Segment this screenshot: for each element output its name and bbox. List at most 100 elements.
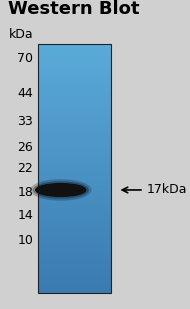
Bar — [38, 61, 111, 63]
Bar — [38, 135, 111, 136]
Bar — [38, 285, 111, 286]
Bar — [38, 270, 111, 271]
Bar — [38, 68, 111, 69]
Text: 10: 10 — [17, 235, 33, 248]
Bar — [38, 209, 111, 210]
Bar — [38, 90, 111, 91]
Bar — [38, 81, 111, 83]
Bar — [38, 230, 111, 231]
Bar — [38, 116, 111, 118]
Bar — [38, 193, 111, 194]
Bar — [38, 269, 111, 270]
Bar — [38, 124, 111, 125]
Bar — [38, 57, 111, 58]
Bar — [38, 276, 111, 277]
Bar — [38, 237, 111, 239]
Bar — [38, 136, 111, 138]
Bar — [38, 292, 111, 294]
Bar — [38, 290, 111, 291]
Bar — [38, 217, 111, 218]
Bar — [38, 235, 111, 236]
Bar — [38, 185, 111, 186]
Bar — [38, 69, 111, 70]
Bar — [38, 159, 111, 160]
Bar — [38, 210, 111, 211]
Bar — [38, 155, 111, 156]
Bar — [38, 240, 111, 241]
Bar — [38, 75, 111, 76]
Text: kDa: kDa — [8, 28, 33, 41]
Ellipse shape — [31, 180, 91, 200]
Bar — [38, 216, 111, 217]
Bar — [38, 151, 111, 153]
Bar — [38, 218, 111, 220]
Bar — [38, 121, 111, 123]
Bar — [38, 50, 111, 52]
Text: 14: 14 — [17, 209, 33, 222]
Bar — [38, 202, 111, 204]
Bar — [38, 205, 111, 206]
Bar — [38, 286, 111, 287]
Bar — [38, 52, 111, 53]
Bar — [38, 119, 111, 120]
Bar — [38, 246, 111, 247]
Bar — [38, 130, 111, 131]
Bar — [38, 46, 111, 48]
Bar — [38, 206, 111, 207]
Bar — [38, 177, 111, 179]
Bar — [38, 91, 111, 93]
Bar — [38, 48, 111, 49]
Bar — [38, 80, 111, 81]
Bar — [38, 252, 111, 253]
Bar — [38, 128, 111, 129]
Bar — [38, 229, 111, 230]
Bar — [38, 154, 111, 155]
Bar — [38, 144, 111, 145]
Bar — [38, 131, 111, 133]
Bar — [38, 145, 111, 146]
Bar — [38, 260, 111, 261]
Bar — [38, 120, 111, 121]
Bar — [38, 99, 111, 100]
Bar — [38, 175, 111, 176]
Bar — [38, 125, 111, 126]
Bar — [38, 250, 111, 251]
Bar — [38, 109, 111, 110]
Bar — [38, 129, 111, 130]
Bar — [38, 58, 111, 59]
Bar — [38, 255, 111, 256]
Bar — [38, 242, 111, 243]
Bar — [38, 194, 111, 195]
Bar — [38, 236, 111, 237]
Bar — [38, 199, 111, 200]
Bar — [38, 186, 111, 188]
Bar — [38, 44, 111, 45]
Bar — [38, 60, 111, 61]
Bar — [38, 265, 111, 266]
Bar — [38, 243, 111, 245]
Bar — [38, 287, 111, 288]
Bar — [38, 267, 111, 269]
Bar — [38, 93, 111, 94]
Text: 26: 26 — [17, 141, 33, 154]
Bar — [38, 118, 111, 119]
Bar — [38, 281, 111, 282]
Bar — [38, 141, 111, 142]
Bar — [38, 73, 111, 74]
Bar — [38, 83, 111, 84]
Bar — [38, 105, 111, 106]
Bar — [38, 149, 111, 150]
Bar — [38, 88, 111, 89]
Bar — [38, 106, 111, 108]
Bar — [38, 222, 111, 224]
Bar — [38, 272, 111, 273]
Bar — [38, 280, 111, 281]
Bar — [38, 63, 111, 64]
Bar — [38, 291, 111, 292]
Bar — [38, 184, 111, 185]
Bar — [38, 108, 111, 109]
Text: 18: 18 — [17, 186, 33, 199]
Bar — [38, 288, 111, 290]
Bar — [38, 181, 111, 182]
Bar — [38, 146, 111, 147]
